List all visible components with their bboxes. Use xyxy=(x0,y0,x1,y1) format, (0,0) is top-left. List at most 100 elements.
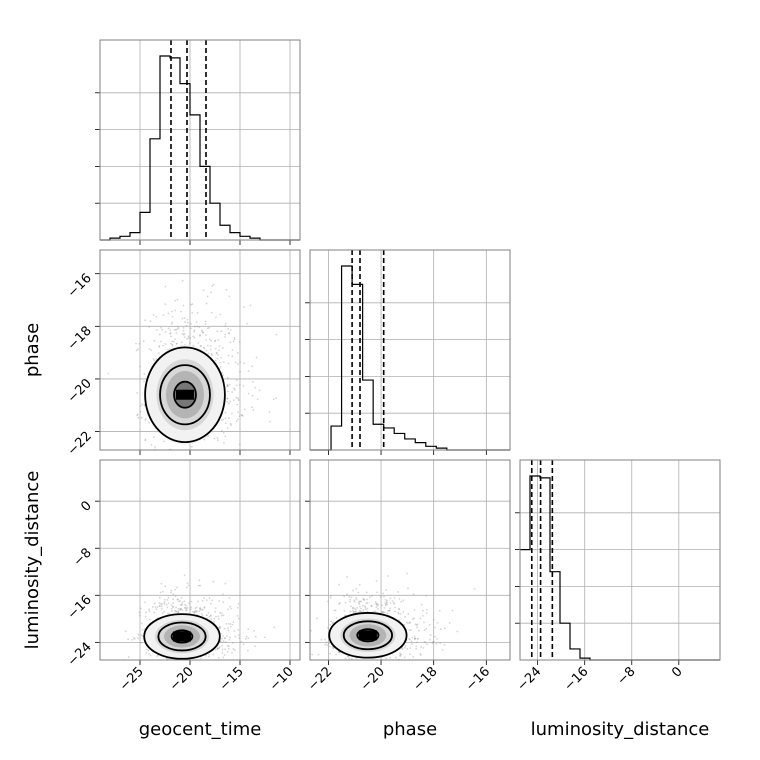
sample-point xyxy=(151,606,154,608)
sample-point xyxy=(225,622,228,625)
sample-point xyxy=(159,591,162,594)
sample-point xyxy=(254,645,256,648)
sample-point xyxy=(228,402,230,405)
sample-point xyxy=(215,615,217,618)
y-axis-label-luminosity-distance: luminosity_distance xyxy=(22,471,43,650)
sample-point xyxy=(236,418,239,421)
sample-point xyxy=(224,435,227,438)
sample-point xyxy=(183,317,186,319)
sample-point xyxy=(208,326,211,329)
sample-point xyxy=(409,647,412,649)
sample-point xyxy=(238,443,241,446)
sample-point xyxy=(377,603,379,606)
sample-point xyxy=(182,304,185,307)
sample-point xyxy=(397,591,400,593)
x-axis-label-geocent-time: geocent_time xyxy=(139,719,262,740)
x-tick-label: −24 xyxy=(514,664,544,694)
sample-point xyxy=(420,603,423,606)
sample-point xyxy=(358,600,361,603)
sample-point xyxy=(190,445,193,448)
sample-point xyxy=(165,603,168,606)
sample-point xyxy=(182,327,185,329)
sample-point xyxy=(332,647,335,650)
sample-point xyxy=(193,329,196,332)
sample-point xyxy=(203,606,206,609)
sample-point xyxy=(217,618,220,620)
sample-point xyxy=(220,614,223,617)
sample-point xyxy=(138,614,141,617)
sample-point xyxy=(433,640,435,643)
sample-point xyxy=(140,416,143,419)
sample-point xyxy=(224,648,227,651)
sample-point xyxy=(355,587,358,590)
sample-point xyxy=(221,648,224,651)
sample-point xyxy=(382,592,385,595)
sample-point xyxy=(153,436,155,439)
sample-point xyxy=(208,616,211,618)
sample-point xyxy=(136,413,139,416)
sample-point xyxy=(153,359,156,362)
sample-point xyxy=(362,609,365,611)
sample-point xyxy=(172,598,175,601)
sample-point xyxy=(177,598,179,601)
sample-point xyxy=(384,602,387,605)
sample-point xyxy=(196,609,198,612)
sample-point xyxy=(229,605,231,608)
sample-point xyxy=(227,645,230,648)
sample-point xyxy=(168,660,170,662)
sample-point xyxy=(201,330,203,333)
sample-point xyxy=(358,583,361,586)
sample-point xyxy=(439,628,442,631)
sample-point xyxy=(428,624,431,626)
sample-point xyxy=(203,347,206,350)
sample-point xyxy=(247,637,250,640)
sample-point xyxy=(382,611,385,614)
sample-point xyxy=(183,334,185,336)
sample-point xyxy=(224,336,226,338)
sample-point xyxy=(406,572,408,575)
sample-point xyxy=(186,318,189,321)
sample-point xyxy=(243,408,246,411)
sample-point xyxy=(371,595,373,597)
sample-point xyxy=(218,646,221,649)
sample-point xyxy=(223,441,225,444)
sample-point xyxy=(171,610,173,612)
sample-point xyxy=(180,608,183,610)
sample-point xyxy=(389,602,392,604)
sample-point xyxy=(402,611,405,613)
sample-point xyxy=(227,332,230,335)
panel-frame xyxy=(519,459,721,661)
sample-point xyxy=(350,605,352,608)
sample-point xyxy=(202,346,205,349)
sample-point xyxy=(184,607,187,609)
sample-point xyxy=(363,598,366,601)
sample-point xyxy=(227,629,230,632)
sample-point xyxy=(224,333,227,336)
sample-point xyxy=(394,656,397,659)
sample-point xyxy=(179,607,182,610)
sample-point xyxy=(251,406,253,409)
sample-point xyxy=(389,597,392,600)
sample-point xyxy=(344,657,347,660)
sample-point xyxy=(173,662,175,664)
sample-point xyxy=(181,279,184,282)
sample-point xyxy=(165,657,168,660)
sample-point xyxy=(209,348,212,351)
sample-point xyxy=(203,438,206,441)
sample-point xyxy=(254,386,257,389)
sample-point xyxy=(161,328,164,331)
x-tick-label: −16 xyxy=(562,664,592,694)
sample-point xyxy=(171,344,174,347)
sample-point xyxy=(308,624,310,626)
sample-point xyxy=(222,593,224,596)
y-tick-label: −16 xyxy=(65,271,95,301)
sample-point xyxy=(171,605,174,608)
sample-point xyxy=(393,603,395,605)
sample-point xyxy=(210,617,212,620)
sample-point xyxy=(191,312,194,314)
sample-point xyxy=(179,609,182,611)
sample-point xyxy=(399,612,402,615)
sample-point xyxy=(219,365,222,368)
sample-point xyxy=(412,618,414,621)
sample-point xyxy=(196,325,199,328)
